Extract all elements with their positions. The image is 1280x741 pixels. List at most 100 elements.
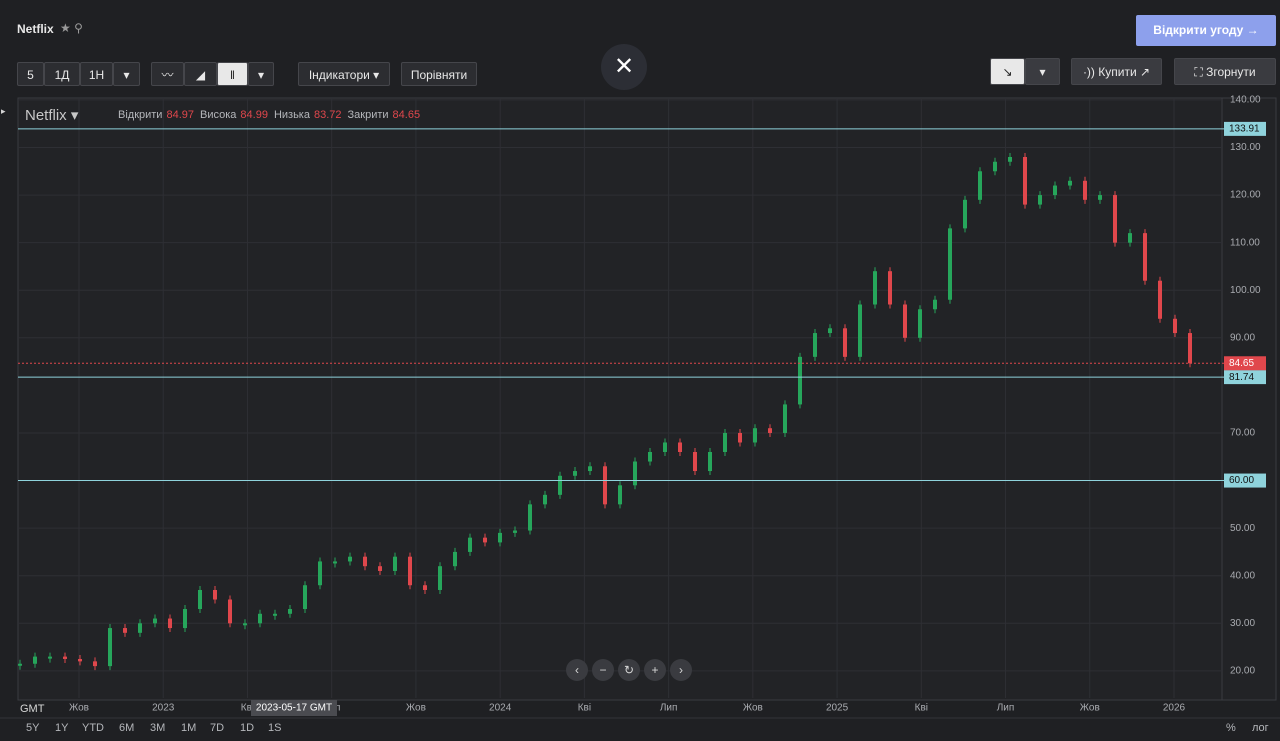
symbol[interactable]: Netflix ▾ [25,107,79,124]
candle [858,304,862,357]
level-label-box [1224,121,1266,136]
buy-button[interactable]: ·)) Купити ↗ [1071,58,1162,85]
candle [753,428,757,443]
dropdown[interactable]: ▾ [113,62,140,86]
ohlc-value: 84.99 [240,109,268,121]
candle [798,356,802,405]
ohlc-label: Низька [273,109,310,121]
collapse-button[interactable]: ⛶ Згорнути [1174,58,1276,85]
area-type[interactable]: ◢ [184,62,217,86]
candle [1128,233,1132,243]
candle [978,171,982,200]
level-label-box [1224,473,1266,488]
ohlc-label: Висока [200,109,237,121]
candle [768,428,772,433]
candle [1098,195,1102,200]
indicators-button[interactable]: Індикатори ▾ [298,62,390,86]
x-tick-label: Жов [1080,703,1100,714]
dropdown[interactable]: ▾ [1025,58,1060,85]
open-trade-button[interactable]: Відкрити угоду → [1136,15,1276,46]
candle [453,551,457,567]
close-button[interactable]: ✕ [601,44,647,90]
candle-type[interactable]: ‖ [217,62,248,86]
candle [183,609,187,629]
candle [993,161,997,172]
range-button[interactable]: 6M [119,722,135,734]
star-icon[interactable]: ★ ⚲ [60,21,83,35]
candle [1113,195,1117,243]
ohlc-label: Закрити [347,109,389,121]
y-tick-label: 90.00 [1230,332,1255,343]
candle [588,466,592,472]
reset[interactable]: ↻ [618,659,640,681]
y-tick-label: 40.00 [1230,570,1255,581]
dropdown[interactable]: ▾ [248,62,274,86]
label: Згорнути [1206,65,1256,79]
candle [18,663,22,666]
zoom-out[interactable]: − [592,659,614,681]
candle [783,404,787,433]
candle [1068,180,1072,186]
range-button[interactable]: 1S [268,722,282,734]
candle [228,599,232,624]
candle [168,618,172,629]
level-label-box [1224,370,1266,385]
range-button[interactable]: 7D [210,722,225,734]
candle [663,442,667,453]
zoom-in[interactable]: + [644,659,666,681]
candle [93,661,97,667]
line-type[interactable]: 〰 [151,62,184,86]
x-tick-label: 2023 [152,703,175,714]
last-price-label: 84.65 [1229,358,1254,369]
y-tick-label: 50.00 [1230,523,1255,534]
side-toggle[interactable]: ▸ [1,106,6,116]
candle [708,452,712,472]
range-button[interactable]: 1D [240,722,255,734]
interval-button[interactable]: 5 [17,62,44,86]
candle [678,442,682,453]
range-button[interactable]: 1Y [55,722,69,734]
ohlc-legend: Відкрити 84.97 Висока 84.99 Низька 83.72 Закри… [118,109,426,121]
crosshair-box [251,700,337,716]
candle [948,228,952,300]
candle [918,309,922,338]
zoom-controls: ‹ − ↻ + › [566,659,692,681]
scroll-right[interactable]: › [670,659,692,681]
ohlc-value: 84.97 [166,109,194,121]
y-tick-label: 140.00 [1230,95,1261,106]
y-tick-label: 30.00 [1230,618,1255,629]
x-tick-label: 2024 [489,703,512,714]
level-label: 81.74 [1229,372,1254,383]
candle [1158,280,1162,319]
candle [303,585,307,610]
compare-button[interactable]: Порівняти [401,62,477,86]
candle [738,432,742,443]
range-button[interactable]: 1M [181,722,197,734]
candle [618,485,622,505]
percent-toggle[interactable]: % [1226,722,1236,734]
sell-arrow[interactable]: ↘ [990,58,1025,85]
level-label: 133.91 [1229,124,1260,135]
y-tick-label: 70.00 [1230,428,1255,439]
timezone: GMT [20,703,45,715]
level-label: 60.00 [1229,475,1254,486]
candle [963,199,967,229]
candle [603,466,607,505]
label: Netflix [25,107,67,124]
candle [318,561,322,586]
range-button[interactable]: 5Y [26,722,40,734]
ohlc-value: 84.65 [392,109,421,121]
scroll-left[interactable]: ‹ [566,659,588,681]
candle [1083,180,1087,200]
candle [1188,333,1192,364]
candle [933,299,937,310]
log-toggle[interactable]: лог [1252,722,1269,734]
interval-button[interactable]: 1Н [80,62,113,86]
range-button[interactable]: YTD [82,722,104,734]
y-tick-label: 110.00 [1230,237,1260,248]
range-button[interactable]: 3M [150,722,166,734]
interval-button[interactable]: 1Д [44,62,80,86]
candle [1038,195,1042,205]
y-tick-label: 130.00 [1230,142,1261,153]
